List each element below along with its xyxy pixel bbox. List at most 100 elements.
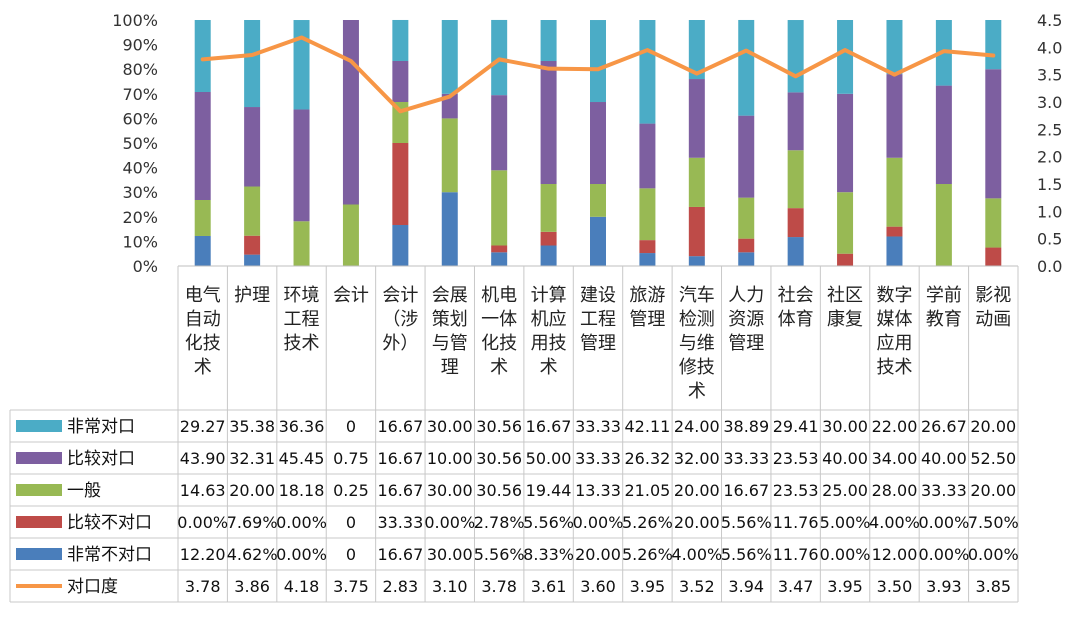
data-table-cell: 3.78: [185, 577, 221, 596]
data-table-cell: 8.33%: [523, 545, 574, 564]
data-table-cell: 30.00: [427, 545, 473, 564]
category-label-line: 社区: [827, 285, 863, 306]
bar-segment: [639, 123, 656, 189]
category-label-line: 计算: [531, 285, 567, 306]
legend-label: 对口度: [67, 577, 118, 597]
legend-key-swatch: [16, 420, 62, 432]
bar-segment: [244, 20, 261, 108]
category-label-line: 人力: [728, 285, 764, 306]
category-label-line: 技术: [876, 357, 912, 378]
bar-segment: [491, 170, 508, 246]
data-table-cell: 36.36: [279, 417, 325, 436]
data-table-cell: 2.78%: [474, 513, 525, 532]
data-table-cell: 11.76: [773, 545, 819, 564]
legend-label: 比较不对口: [67, 513, 152, 533]
bar-segment: [293, 109, 310, 222]
data-table-cell: 40.00: [822, 449, 868, 468]
bar-segment: [837, 192, 854, 254]
y-left-tick-label: 50%: [122, 134, 158, 153]
category-label-line: 修技: [679, 357, 715, 378]
category-label-line: 会展: [432, 285, 468, 306]
data-table-cell: 0.00%: [276, 513, 327, 532]
category-label-line: 电气: [185, 285, 221, 306]
data-table-cell: 24.00: [674, 417, 720, 436]
data-table-cell: 3.47: [778, 577, 814, 596]
data-table-cell: 28.00: [872, 481, 918, 500]
data-table-cell: 0.00%: [918, 545, 969, 564]
y-left-tick-label: 30%: [122, 183, 158, 202]
data-table-cell: 30.56: [476, 481, 522, 500]
data-table-cell: 3.10: [432, 577, 468, 596]
data-table-cell: 20.00: [970, 481, 1016, 500]
category-label-line: 体育: [778, 309, 814, 330]
line-series-对口度: [200, 35, 996, 114]
data-table-cell: 3.60: [580, 577, 616, 596]
category-label-line: 社会: [778, 285, 814, 306]
category-label-line: 与管: [432, 333, 468, 354]
data-table-cell: 3.75: [333, 577, 369, 596]
data-table-cell: 20.00: [229, 481, 275, 500]
data-table-cell: 33.33: [921, 481, 967, 500]
category-label-line: 汽车: [679, 285, 715, 306]
y-left-tick-label: 0%: [133, 257, 158, 276]
data-table-cell: 19.44: [526, 481, 572, 500]
data-table-cell: 26.32: [625, 449, 671, 468]
bar-segment: [342, 204, 359, 266]
y-left-tick-label: 60%: [122, 109, 158, 128]
bar-segment: [886, 226, 903, 237]
bar-segment: [244, 235, 261, 255]
bar-segment: [886, 20, 903, 75]
bar-segment: [244, 254, 261, 266]
category-label-line: 环境: [284, 285, 320, 306]
category-label-line: 工程: [284, 309, 320, 330]
bar-segment: [540, 184, 557, 232]
category-label-line: 会计: [333, 285, 369, 306]
bar-segment: [837, 93, 854, 193]
data-table-cell: 5.56%: [721, 545, 772, 564]
bar-segment: [688, 256, 705, 266]
bar-segment: [985, 198, 1002, 248]
data-table-cell: 7.69%: [227, 513, 278, 532]
data-table-cell: 16.67: [377, 545, 423, 564]
data-table-cell: 16.67: [377, 417, 423, 436]
data-table-cell: 33.33: [377, 513, 423, 532]
bar-segment: [688, 20, 705, 80]
category-label-line: 工程: [580, 309, 616, 330]
data-table-cell: 4.00%: [869, 513, 920, 532]
bar-segment: [787, 237, 804, 266]
data-table-cell: 16.67: [377, 481, 423, 500]
data-table-cell: 30.56: [476, 449, 522, 468]
bar-segment: [985, 247, 1002, 266]
bar-segment: [985, 20, 1002, 70]
bar-segment: [688, 79, 705, 158]
data-table-cell: 42.11: [625, 417, 671, 436]
data-table-cell: 16.67: [377, 449, 423, 468]
category-label-line: 术: [194, 357, 212, 378]
y-right-tick-label: 3.5: [1037, 66, 1062, 85]
category-label-line: 数字: [876, 285, 912, 306]
data-table-cell: 33.33: [723, 449, 769, 468]
bar-segment: [590, 102, 606, 185]
data-table-cell: 0.00%: [424, 513, 475, 532]
y-left-tick-label: 100%: [112, 11, 158, 30]
data-table-cell: 3.52: [679, 577, 715, 596]
bar-segment: [590, 20, 606, 103]
bar-segment: [886, 74, 903, 158]
category-label-line: 化技: [481, 333, 517, 354]
y-left-tick-label: 10%: [122, 232, 158, 251]
legend-key-swatch: [16, 452, 62, 464]
data-table-cell: 20.00: [674, 513, 720, 532]
data-table-cell: 30.00: [427, 481, 473, 500]
bar-segment: [293, 221, 310, 266]
legend-label: 比较对口: [67, 449, 135, 469]
category-label-line: 检测: [679, 309, 715, 330]
data-table-cell: 20.00: [674, 481, 720, 500]
category-label-line: 动画: [975, 309, 1011, 330]
bar-segment: [590, 216, 606, 266]
data-table-cell: 5.26%: [622, 513, 673, 532]
data-table-cell: 3.86: [234, 577, 270, 596]
data-table-cell: 26.67: [921, 417, 967, 436]
category-label-line: 应用: [876, 333, 912, 354]
category-label-line: 护理: [234, 285, 270, 306]
bar-segment: [639, 188, 656, 241]
